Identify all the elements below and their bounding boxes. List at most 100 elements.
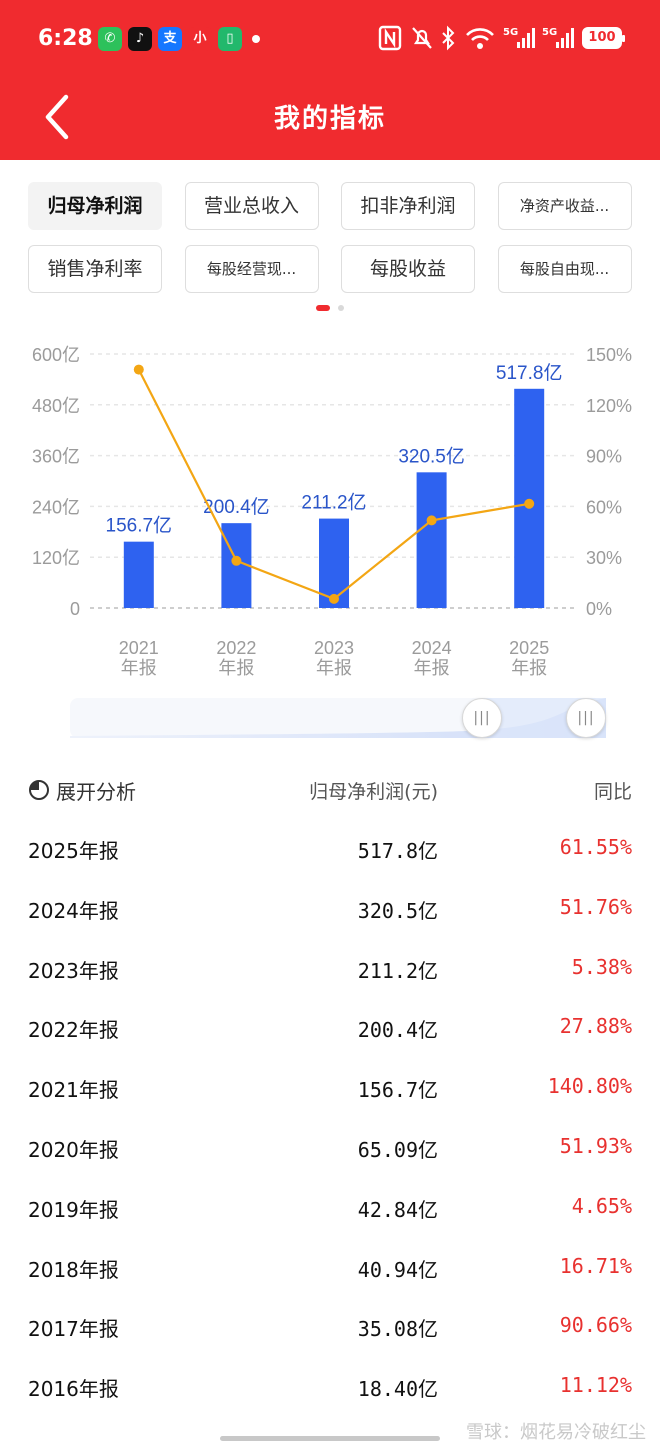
tiktok-icon: ♪ [128,27,152,51]
bar-value-label: 156.7亿 [106,515,173,537]
value-cell: 40.94亿 [357,1257,438,1282]
annual-report-table: 2025年报 517.8亿 61.55% 2024年报 320.5亿 51.76% 2023… [0,820,660,1418]
right-axis-tick-label: 120% [586,396,632,416]
expand-analysis-button[interactable]: 展开分析 [56,780,136,804]
watermark: 雪球：烟花易冷破红尘 [466,1422,646,1443]
table-row[interactable]: 2019年报 42.84亿 4.65% [0,1179,660,1239]
pager-dot-2[interactable] [338,305,344,311]
tab-metric-7[interactable]: 每股收益 [341,245,475,293]
year-cell: 2016年报 [28,1377,119,1402]
range-end-handle[interactable]: ||| [566,698,606,738]
pie-chart-icon[interactable] [28,779,50,801]
year-cell: 2023年报 [28,958,119,983]
value-cell: 35.08亿 [357,1317,438,1342]
right-axis-tick-label: 0% [586,599,612,619]
nfc-icon [378,25,402,51]
x-axis-tick-label: 2023 [314,638,354,658]
tab-metric-2[interactable]: 营业总收入 [184,182,319,230]
table-header: 展开分析 归母净利润(元) 同比 [0,770,660,810]
yoy-column-header: 同比 [593,781,632,803]
yoy-point [426,515,437,526]
yoy-cell: 11.12% [559,1373,632,1398]
x-axis-tick-label: 年报 [511,658,547,678]
x-axis-tick-label: 2021 [119,638,159,658]
value-cell: 18.40亿 [357,1377,438,1402]
battery-icon: 100 [582,27,625,49]
more-notifications-icon [252,35,260,43]
year-cell: 2024年报 [28,898,119,923]
yoy-point [133,364,144,375]
bar [416,472,447,608]
year-cell: 2019年报 [28,1197,119,1222]
svg-text:5G: 5G [503,27,518,38]
mute-bell-icon [412,27,432,49]
x-axis-tick-label: 2022 [216,638,256,658]
table-row[interactable]: 2016年报 18.40亿 11.12% [0,1358,660,1418]
right-axis-tick-label: 30% [586,548,622,568]
year-cell: 2020年报 [28,1137,119,1162]
yoy-point [231,555,242,566]
left-axis-tick-label: 360亿 [32,447,80,467]
table-row[interactable]: 2025年报 517.8亿 61.55% [0,820,660,880]
table-row[interactable]: 2022年报 200.4亿 27.88% [0,999,660,1059]
yoy-cell: 4.65% [571,1193,632,1218]
home-indicator[interactable] [220,1436,440,1441]
right-axis-tick-label: 60% [586,497,622,517]
yoy-cell: 16.71% [559,1253,632,1278]
left-axis-tick-label: 480亿 [32,396,80,416]
pager-dot-1[interactable] [316,305,330,311]
tab-metric-5[interactable]: 销售净利率 [28,245,162,293]
year-cell: 2017年报 [28,1317,119,1342]
bar [319,518,349,608]
x-axis-tick-label: 年报 [414,658,450,678]
x-axis-tick-label: 年报 [121,658,157,678]
xiaohongshu-icon: 小 [188,27,212,51]
table-row[interactable]: 2024年报 320.5亿 51.76% [0,880,660,940]
table-row[interactable]: 2020年报 65.09亿 51.93% [0,1119,660,1179]
year-cell: 2021年报 [28,1078,119,1103]
x-axis-tick-label: 年报 [218,658,254,678]
tab-metric-1[interactable]: 归母净利润 [28,182,162,230]
tab-metric-6[interactable]: 每股经营现... [184,245,319,293]
bar-value-label: 211.2亿 [301,492,366,514]
yoy-cell: 5.38% [571,954,632,979]
range-start-handle[interactable]: ||| [462,698,502,738]
bar [514,388,545,608]
bar-value-label: 320.5亿 [398,445,465,467]
left-axis-tick-label: 120亿 [32,548,80,568]
year-cell: 2025年报 [28,839,119,863]
tab-metric-4[interactable]: 净资产收益... [497,182,632,230]
table-row[interactable]: 2023年报 211.2亿 5.38% [0,940,660,1000]
bar-value-label: 517.8亿 [496,362,563,384]
tab-metric-8[interactable]: 每股自由现... [497,245,632,293]
table-row[interactable]: 2017年报 35.08亿 90.66% [0,1298,660,1358]
x-axis-tick-label: 年报 [316,658,352,678]
left-axis-tick-label: 600亿 [32,345,80,365]
table-row[interactable]: 2021年报 156.7亿 140.80% [0,1059,660,1119]
bar [123,541,154,608]
battery-app-icon: ▯ [218,27,242,51]
chart-range-slider[interactable]: ||| ||| [70,692,606,742]
right-axis-tick-label: 150% [586,345,632,365]
back-button[interactable] [38,92,82,142]
left-axis-tick-label: 0 [70,599,80,619]
tab-metric-3[interactable]: 扣非净利润 [341,182,475,230]
yoy-cell: 51.76% [559,894,632,919]
bar-value-label: 200.4亿 [203,496,270,518]
left-axis-tick-label: 240亿 [32,497,80,517]
table-row[interactable]: 2018年报 40.94亿 16.71% [0,1239,660,1299]
value-cell: 65.09亿 [357,1137,438,1162]
yoy-point [524,498,535,509]
right-axis-tick-label: 90% [586,447,622,467]
yoy-cell: 90.66% [559,1313,632,1338]
x-axis-tick-label: 2024 [412,638,452,658]
alipay-icon: 支 [158,27,182,51]
yoy-cell: 61.55% [559,835,632,859]
x-axis-tick-label: 2025 [509,638,549,658]
year-cell: 2022年报 [28,1018,119,1043]
status-bar: 6:28 ✆ ♪ 支小 ▯ 5G 5G 100 [0,0,660,78]
wifi-icon [466,28,494,49]
page-title: 我的指标 [273,104,386,134]
bluetooth-icon [442,25,455,51]
yoy-cell: 140.80% [547,1074,632,1099]
